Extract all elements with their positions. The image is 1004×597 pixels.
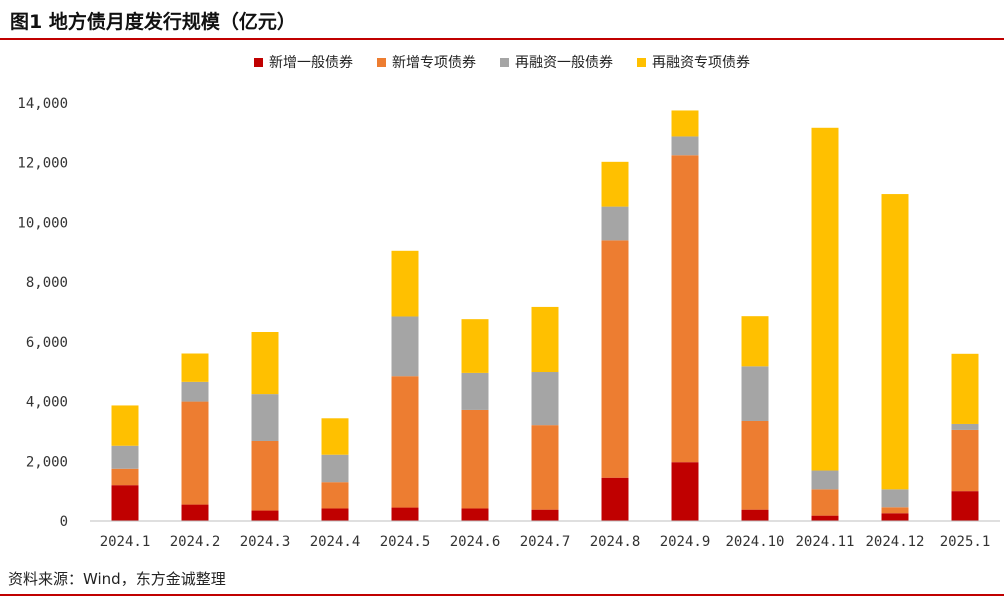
bar-segment (811, 127, 839, 471)
bar-segment (741, 316, 769, 367)
bar-segment (391, 507, 419, 521)
legend-label: 再融资一般债券 (515, 55, 613, 71)
bar-segment (181, 381, 209, 402)
legend-item: 新增专项债券 (377, 52, 476, 72)
bar-segment (531, 372, 559, 426)
bar-segment (601, 477, 629, 521)
bottom-rule (0, 594, 1004, 596)
bar-segment (321, 454, 349, 483)
chart-title: 图1 地方债月度发行规模（亿元） (10, 11, 296, 33)
bar-segment (671, 462, 699, 521)
title-bar: 图1 地方债月度发行规模（亿元） (0, 0, 1004, 40)
bar-segment (601, 240, 629, 478)
bar-segment (951, 353, 979, 424)
legend-label: 再融资专项债券 (652, 55, 750, 71)
legend-item: 再融资一般债券 (500, 52, 613, 72)
bar-segment (321, 482, 349, 509)
chart-legend: 新增一般债券 新增专项债券 再融资一般债券 再融资专项债券 (0, 52, 1004, 76)
x-tick-label: 2024.7 (520, 534, 571, 550)
bar-segment (461, 372, 489, 410)
x-tick-label: 2024.11 (795, 534, 854, 550)
bar-segment (111, 468, 139, 486)
bar-segment (251, 510, 279, 521)
x-tick-label: 2024.9 (660, 534, 711, 550)
y-tick-label: 4,000 (26, 395, 68, 411)
bar-segment (461, 508, 489, 521)
bar-segment (951, 429, 979, 492)
bar-segment (251, 394, 279, 441)
bar-segment (531, 509, 559, 521)
y-tick-label: 12,000 (17, 156, 68, 172)
x-tick-label: 2024.5 (380, 534, 431, 550)
bar-segment (531, 425, 559, 510)
bar-segment (461, 409, 489, 509)
bar-segment (111, 405, 139, 446)
bar-segment (671, 136, 699, 156)
x-tick-label: 2024.6 (450, 534, 501, 550)
legend-swatch (254, 58, 263, 67)
legend-label: 新增一般债券 (269, 55, 353, 71)
bar-segment (321, 418, 349, 455)
x-tick-label: 2024.1 (100, 534, 151, 550)
bar-segment (181, 353, 209, 382)
bar-segment (741, 420, 769, 510)
legend-swatch (500, 58, 509, 67)
bar-segment (181, 401, 209, 505)
legend-item: 新增一般债券 (254, 52, 353, 72)
bar-segment (181, 504, 209, 521)
bar-segment (601, 161, 629, 207)
bar-chart: 0 2,000 4,000 6,000 8,000 10,000 12,000 14,000 2… (17, 96, 1000, 550)
x-tick-label: 2024.4 (310, 534, 361, 550)
x-tick-label: 2024.12 (865, 534, 924, 550)
bar-segment (391, 316, 419, 377)
bar-segment (531, 306, 559, 373)
bar-segment (951, 423, 979, 430)
legend-swatch (377, 58, 386, 67)
bar-segment (671, 155, 699, 463)
x-tick-label: 2024.3 (240, 534, 291, 550)
x-tick-label: 2024.2 (170, 534, 221, 550)
x-tick-label: 2024.8 (590, 534, 641, 550)
bar-segment (461, 319, 489, 373)
bar-segment (251, 332, 279, 395)
source-note: 资料来源：Wind，东方金诚整理 (8, 570, 226, 588)
legend-label: 新增专项债券 (392, 55, 476, 71)
y-tick-label: 8,000 (26, 275, 68, 291)
bar-segment (951, 491, 979, 521)
y-tick-label: 10,000 (17, 215, 68, 231)
x-tick-label: 2025.1 (940, 534, 991, 550)
bar-segment (111, 445, 139, 469)
bar-segment (671, 110, 699, 137)
bar-segment (601, 206, 629, 241)
legend-swatch (637, 58, 646, 67)
bar-segment (881, 513, 909, 521)
bar-segment (811, 470, 839, 490)
legend-item: 再融资专项债券 (637, 52, 750, 72)
bar-segment (741, 509, 769, 521)
bar-segment (881, 507, 909, 514)
y-tick-label: 6,000 (26, 335, 68, 351)
bar-segment (321, 508, 349, 521)
bar-segment (811, 515, 839, 521)
bar-segment (391, 250, 419, 317)
y-tick-label: 0 (60, 514, 68, 530)
bar-segment (251, 440, 279, 511)
y-tick-label: 2,000 (26, 454, 68, 470)
y-tick-label: 14,000 (17, 96, 68, 112)
bar-segment (741, 366, 769, 421)
bar-segment (811, 489, 839, 516)
bar-segment (881, 489, 909, 508)
x-tick-label: 2024.10 (725, 534, 784, 550)
bar-segment (111, 485, 139, 521)
bar-segment (391, 376, 419, 508)
bar-segment (881, 194, 909, 490)
